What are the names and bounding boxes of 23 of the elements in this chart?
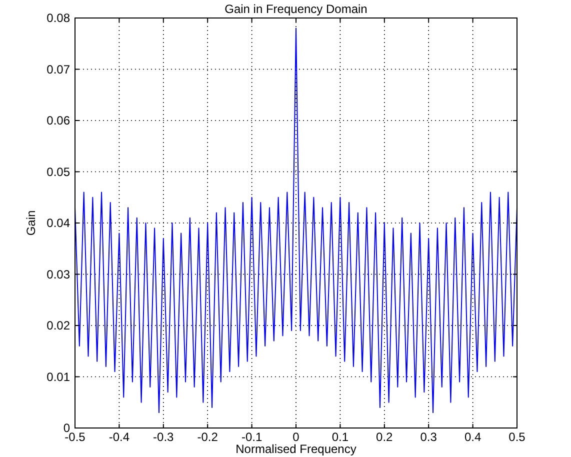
- y-axis-title: Gain: [24, 210, 38, 236]
- x-tick-label: -0.2: [197, 430, 218, 444]
- x-tick-label: -0.4: [108, 430, 130, 444]
- y-tick-label: 0.06: [46, 114, 70, 128]
- y-tick-label: 0.02: [46, 318, 70, 332]
- x-tick-label: 0.5: [508, 430, 526, 444]
- x-tick-label: 0.4: [464, 430, 482, 444]
- chart-title: Gain in Frequency Domain: [224, 2, 368, 16]
- x-axis-title: Normalised Frequency: [236, 442, 356, 456]
- y-tick-label: 0.05: [46, 164, 70, 179]
- y-tick-label: 0: [63, 421, 70, 435]
- x-tick-label: 0.1: [332, 430, 349, 444]
- y-tick-label: 0.01: [46, 370, 70, 384]
- line-series: [74, 28, 518, 414]
- x-tick-label: 0.3: [420, 430, 438, 444]
- y-tick-label: 0.07: [46, 62, 70, 76]
- y-tick-label: 0.03: [46, 267, 70, 282]
- y-tick-label: 0.08: [46, 11, 70, 25]
- x-tick-label: 0.2: [376, 430, 394, 444]
- y-tick-label: 0.04: [46, 216, 70, 230]
- x-tick-label: -0.1: [241, 430, 262, 444]
- x-tick-label: -0.3: [153, 430, 174, 444]
- x-tick-label: 0: [292, 430, 300, 444]
